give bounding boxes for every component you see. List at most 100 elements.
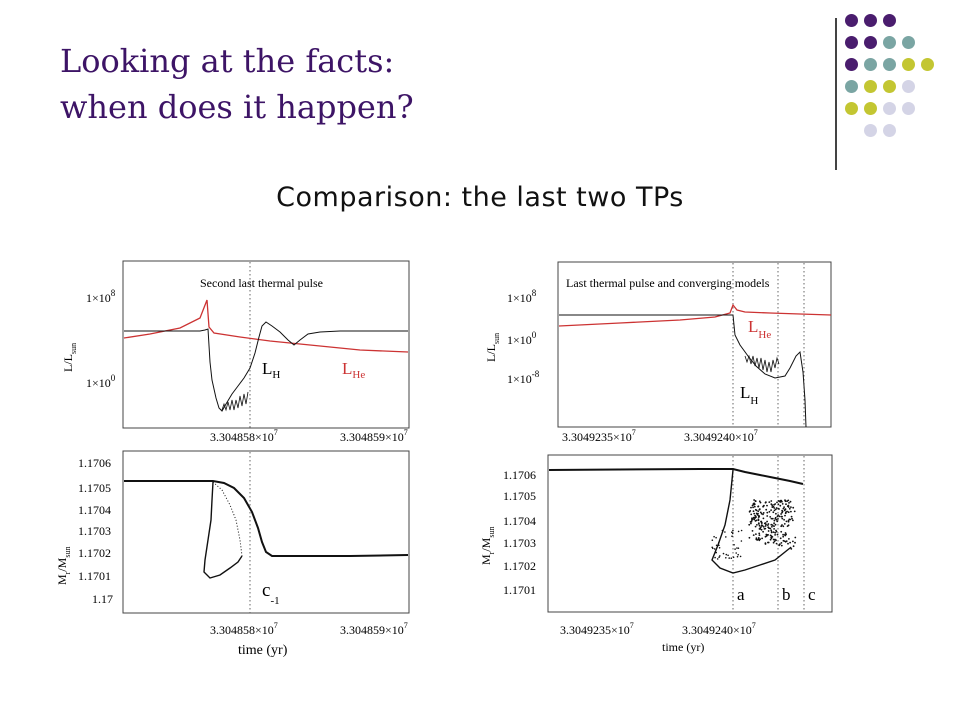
scatter-point	[764, 501, 767, 504]
scatter-point	[731, 535, 733, 537]
scatter-point	[777, 514, 780, 516]
series-noise	[221, 391, 249, 412]
scatter-point	[735, 552, 737, 554]
scatter-point	[751, 530, 754, 532]
scatter-point	[760, 521, 763, 524]
decorative-dot	[845, 102, 858, 115]
slide-subtitle: Comparison: the last two TPs	[276, 182, 684, 213]
scatter-point	[774, 523, 777, 526]
series-label-LHe: LHe	[342, 359, 365, 381]
scatter-point	[794, 541, 796, 544]
scatter-point	[740, 540, 743, 542]
scatter-point	[711, 539, 714, 541]
scatter-point	[794, 536, 797, 539]
scatter-point	[758, 532, 761, 535]
scatter-point	[787, 511, 790, 514]
scatter-point	[770, 537, 773, 540]
scatter-point	[731, 531, 733, 533]
scatter-point	[758, 508, 761, 511]
scatter-point	[777, 518, 779, 520]
series-lower-branch	[203, 481, 243, 579]
scatter-point	[770, 503, 773, 505]
plot-frame	[557, 261, 832, 428]
scatter-point	[790, 548, 793, 550]
scatter-point	[761, 537, 763, 540]
scatter-point	[725, 536, 727, 538]
y-tick-label: 1.1701	[78, 569, 111, 583]
y-tick-label: 1.1704	[503, 514, 536, 528]
scatter-point	[770, 500, 773, 502]
series-label-LH: LH	[740, 383, 758, 407]
scatter-point	[776, 520, 779, 523]
y-tick-label: 1×10-8	[507, 369, 540, 386]
scatter-point	[773, 507, 776, 509]
scatter-point	[781, 510, 784, 513]
scatter-point	[767, 530, 770, 532]
y-axis-label: Mr/Msun	[55, 547, 72, 585]
y-tick-label: 1.1703	[78, 524, 111, 538]
series-line-LH	[124, 321, 408, 412]
scatter-point	[768, 510, 771, 513]
scatter-point	[784, 532, 787, 534]
decorative-dot	[845, 58, 858, 71]
scatter-point	[758, 524, 761, 527]
scatter-point	[782, 533, 784, 536]
scatter-point	[711, 546, 713, 549]
chart-title: Last thermal pulse and converging models	[566, 276, 770, 290]
scatter-point	[773, 509, 776, 512]
scatter-point	[784, 514, 786, 517]
scatter-point	[780, 542, 783, 544]
scatter-point	[770, 523, 773, 526]
scatter-point	[750, 520, 753, 523]
scatter-point	[788, 507, 791, 510]
y-axis-label: Mr/Msun	[479, 527, 496, 565]
scatter-point	[724, 531, 726, 533]
series-scatter-cloud	[711, 499, 797, 560]
scatter-point	[737, 547, 740, 549]
y-tick-label: 1.1702	[503, 559, 536, 573]
scatter-point	[792, 540, 794, 543]
scatter-point	[715, 544, 718, 547]
scatter-point	[762, 513, 764, 516]
scatter-point	[779, 537, 782, 540]
scatter-point	[721, 529, 724, 532]
scatter-point	[770, 531, 773, 533]
series-noise	[744, 354, 780, 373]
scatter-point	[752, 516, 755, 519]
y-tick-labels: 1×108 1×100 1×10-8	[507, 288, 540, 386]
scatter-point	[790, 510, 792, 513]
scatter-point	[759, 526, 762, 529]
scatter-point	[790, 515, 793, 518]
scatter-point	[770, 509, 772, 511]
scatter-point	[767, 541, 770, 544]
scatter-point	[731, 532, 734, 535]
series-line-LH	[559, 314, 807, 428]
scatter-point	[719, 555, 721, 557]
scatter-point	[786, 505, 789, 508]
x-tick-label: 3.304858×107	[210, 428, 278, 444]
scatter-point	[784, 499, 786, 502]
x-tick-label: 3.304859×107	[340, 621, 408, 637]
decorative-dot	[902, 58, 915, 71]
scatter-point	[730, 557, 733, 559]
scatter-point	[773, 503, 775, 506]
scatter-point	[760, 523, 763, 525]
scatter-point	[781, 517, 784, 520]
scatter-point	[776, 515, 779, 518]
annotation-c: c	[808, 585, 816, 604]
decorative-dot	[864, 58, 877, 71]
scatter-point	[732, 529, 734, 532]
scatter-point	[776, 533, 779, 536]
scatter-point	[736, 547, 738, 549]
decorative-dot	[883, 36, 896, 49]
decorative-dot	[902, 80, 915, 93]
chart-title: Second last thermal pulse	[200, 276, 323, 290]
scatter-point	[789, 518, 792, 521]
y-axis-label: L/Lsun	[484, 333, 501, 362]
y-tick-label: 1.1701	[503, 583, 536, 597]
scatter-point	[737, 530, 740, 533]
decorative-dot	[845, 36, 858, 49]
scatter-point	[771, 517, 774, 520]
scatter-point	[760, 528, 763, 531]
scatter-point	[783, 534, 786, 536]
